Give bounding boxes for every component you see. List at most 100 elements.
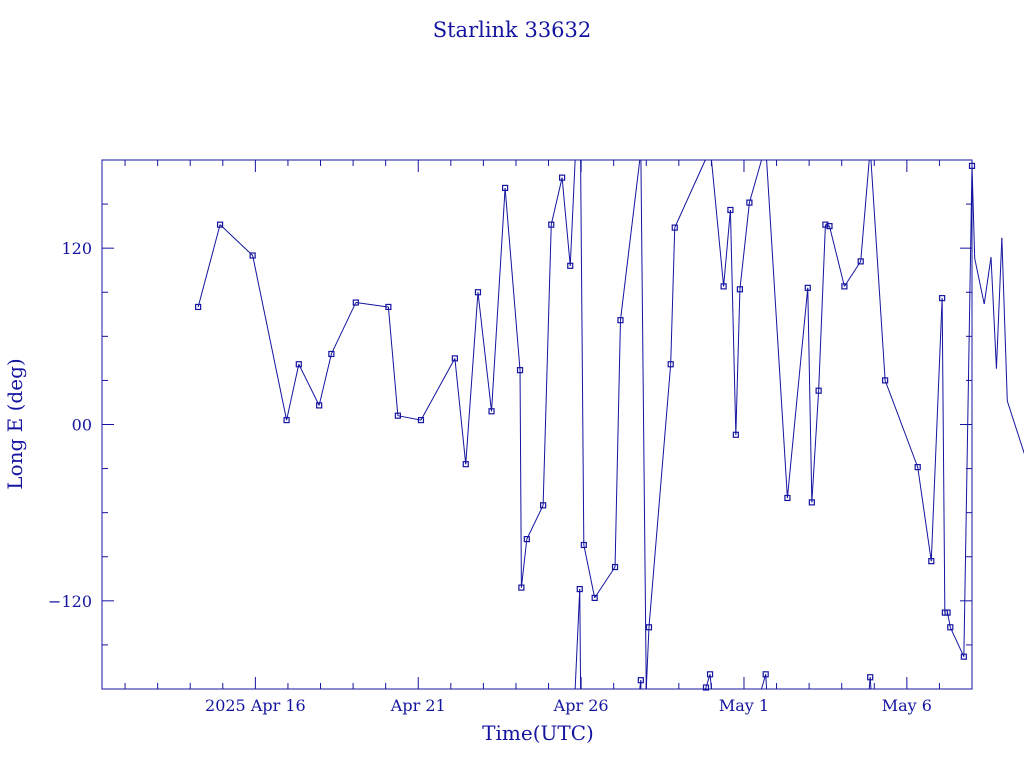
series-segment: [542, 224, 552, 506]
data-point-marker: [671, 224, 678, 231]
data-point-marker: [316, 402, 323, 409]
data-point-marker: [720, 283, 727, 290]
data-point-marker: [352, 299, 359, 306]
data-point-marker: [394, 412, 401, 419]
series-segment: [645, 627, 650, 690]
series-segment: [583, 544, 596, 598]
series-segment: [465, 292, 479, 465]
series-segment: [704, 687, 707, 690]
data-point-marker: [637, 677, 644, 684]
series-segment: [766, 159, 788, 499]
series-segment: [318, 353, 332, 406]
series-segment: [526, 505, 544, 540]
series-segment: [710, 159, 725, 287]
series-segment: [829, 226, 845, 287]
series-segment: [648, 364, 672, 628]
x-tick-label: May 1: [719, 696, 769, 715]
data-point-marker: [914, 464, 921, 471]
series-segment: [640, 159, 647, 690]
data-point-marker: [580, 541, 587, 549]
data-point-marker: [667, 361, 674, 368]
data-point-marker: [928, 558, 935, 565]
data-point-marker: [706, 671, 714, 678]
data-point-marker: [645, 624, 653, 631]
data-point-marker: [867, 674, 874, 681]
data-point-marker: [451, 355, 458, 362]
data-point-marker: [216, 221, 224, 228]
series-segment: [884, 380, 919, 468]
series-segment: [941, 298, 946, 613]
series-segment: [574, 589, 581, 690]
series-segment: [561, 177, 571, 266]
series-segment: [670, 227, 676, 365]
series-segment: [983, 256, 992, 305]
series-segment: [454, 358, 467, 465]
data-point-marker: [732, 431, 739, 438]
series-segment: [1006, 400, 1024, 455]
series-segment: [995, 237, 1003, 369]
series-segment: [818, 224, 826, 391]
data-point-marker: [939, 295, 946, 302]
y-axis-tick-labels: 120 00 −120: [48, 239, 92, 611]
data-point-marker: [617, 317, 624, 324]
series-segment: [580, 159, 585, 545]
y-tick-label: −120: [48, 592, 92, 611]
data-point-marker: [857, 258, 864, 265]
series-segment: [504, 187, 521, 371]
series-segment: [963, 165, 973, 657]
series-segment: [579, 589, 582, 690]
data-point-marker: [762, 671, 769, 678]
series-segment: [930, 298, 943, 562]
data-point-marker: [417, 416, 425, 424]
series-segment: [735, 289, 741, 435]
data-point-marker: [516, 367, 524, 374]
series-segment: [786, 287, 809, 499]
x-axis-tick-labels: 2025 Apr 16 Apr 21 Apr 26 May 1 May 6: [205, 696, 932, 715]
series-segment: [748, 159, 763, 203]
data-point-marker: [736, 286, 744, 293]
series-segment: [614, 320, 621, 568]
data-point-marker: [727, 206, 734, 214]
series-line: [197, 159, 1024, 690]
series-segment: [1001, 237, 1008, 402]
data-point-marker: [328, 350, 335, 358]
data-point-marker: [295, 361, 302, 368]
series-segment: [811, 390, 820, 503]
y-tick-label: 120: [61, 239, 92, 258]
data-point-marker: [611, 563, 619, 571]
series-segment: [843, 261, 862, 287]
data-point-marker: [385, 303, 392, 311]
data-point-marker: [488, 408, 495, 415]
series-segment: [971, 165, 976, 259]
data-point-marker: [822, 221, 829, 228]
data-point-marker: [559, 174, 566, 181]
series-segment: [917, 467, 932, 562]
series-segment: [298, 364, 320, 406]
data-point-marker: [968, 162, 976, 169]
series-segment: [729, 209, 737, 435]
data-point-marker: [702, 684, 710, 691]
data-point-marker: [804, 284, 811, 291]
series-segment: [197, 224, 221, 308]
x-tick-label: Apr 26: [553, 696, 609, 715]
series-segment: [594, 566, 616, 599]
series-segment: [397, 415, 422, 421]
data-point-marker: [841, 283, 848, 290]
y-axis-label: Long E (deg): [3, 358, 27, 489]
series-segment: [974, 258, 985, 305]
data-point-marker: [518, 584, 525, 591]
series-segment: [674, 159, 706, 228]
series-segment: [723, 209, 731, 287]
data-point-marker: [548, 221, 555, 228]
data-point-marker: [784, 494, 791, 502]
series-segment: [870, 159, 886, 381]
data-point-marker: [815, 387, 822, 394]
plot-area-frame: [101, 159, 973, 690]
data-point-marker: [826, 223, 833, 230]
series-segment: [420, 358, 456, 421]
x-tick-label: Apr 21: [390, 696, 446, 715]
x-tick-label: May 6: [882, 696, 932, 715]
series-segment: [330, 302, 357, 355]
series-segment: [477, 292, 493, 412]
